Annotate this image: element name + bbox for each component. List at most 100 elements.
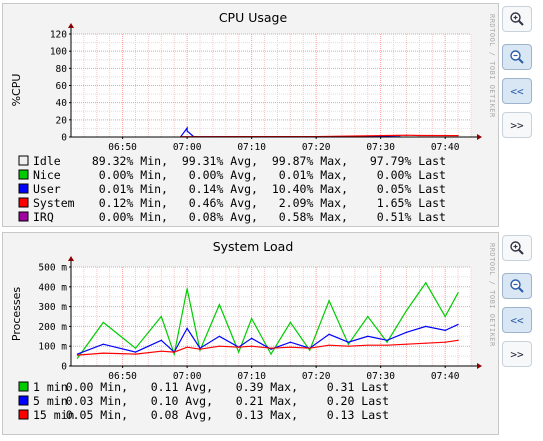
data-point [405, 331, 408, 333]
x-tick-label: 07:30 [366, 142, 395, 153]
legend-value: 0.58% Max, [279, 210, 348, 224]
legend-label: Nice [33, 168, 61, 182]
data-point [102, 343, 104, 345]
data-point [134, 353, 137, 355]
data-point [270, 347, 272, 349]
shift-forward-icon: >> [510, 347, 524, 361]
x-tick-label: 07:30 [366, 371, 395, 382]
y-tick-label: 20 [56, 115, 68, 126]
y-tick-label: 500 m [38, 263, 67, 274]
y-tick-label: 300 m [38, 302, 67, 313]
legend-value: 0.00% Avg, [189, 168, 258, 182]
legend-swatch [18, 155, 29, 166]
legend-value: 99.87% Max, [272, 154, 348, 168]
shift-back-icon: << [510, 313, 524, 327]
data-point [444, 315, 446, 318]
legend-value: 0.46% Avg, [189, 196, 258, 210]
legend: Idle 89.32% Min, 99.31% Avg, 99.87% Max, 97.… [18, 154, 446, 224]
y-tick-label: 0 [61, 133, 67, 144]
y-tick-label: 120 [50, 30, 67, 41]
data-point [289, 346, 291, 348]
legend-value: 0.01% Max, [279, 168, 348, 182]
zoom-in-icon [510, 12, 524, 26]
zoom-in-button[interactable] [502, 6, 532, 32]
data-point [418, 134, 420, 137]
data-point [186, 130, 188, 132]
data-point [270, 348, 272, 350]
legend-label: 5 min [33, 394, 68, 408]
data-point [347, 343, 350, 345]
data-point [186, 327, 188, 329]
legend-value: 97.79% Last [370, 154, 446, 168]
legend-value: 0.13 Max, [236, 408, 298, 422]
legend-label: System [33, 196, 75, 210]
x-tick-label: 06:50 [108, 371, 137, 382]
legend-value: 10.40% Max, [272, 182, 348, 196]
rrdtool-watermark: RRDTOOL / TOBI OETIKER [488, 243, 496, 347]
shift-back-button[interactable]: << [502, 78, 532, 104]
data-point [160, 315, 162, 318]
data-point [289, 341, 291, 343]
legend-value: 0.08% Avg, [189, 210, 258, 224]
legend-swatch [18, 381, 29, 392]
y-axis-label: %CPU [10, 74, 23, 107]
y-tick-label: 200 m [38, 322, 67, 333]
cpu-usage-panel: CPU Usage %CPU RRDTOOL / TOBI OETIKER 0 2… [2, 3, 499, 227]
legend-value: 0.00 Min, [66, 380, 128, 394]
data-point [425, 325, 427, 327]
y-axis-arrow [68, 256, 74, 261]
system-load-chart: System Load Processes RRDTOOL / TOBI OET… [10, 239, 496, 422]
x-tick-label: 07:10 [237, 142, 266, 153]
chart-title: CPU Usage [219, 10, 288, 25]
shift-forward-button[interactable]: >> [502, 112, 532, 138]
x-tick-label: 07:40 [431, 371, 460, 382]
data-point [289, 321, 291, 324]
y-tick-label: 400 m [38, 282, 67, 293]
data-point [186, 288, 188, 290]
data-point [238, 346, 240, 348]
chart-title: System Load [213, 239, 294, 254]
shift-forward-icon: >> [510, 118, 524, 132]
data-point [309, 347, 311, 349]
data-point [218, 335, 220, 337]
legend-value: 0.21 Max, [236, 394, 298, 408]
legend-value: 99.31% Avg, [182, 154, 258, 168]
x-axis-arrow [477, 363, 482, 369]
data-point [328, 333, 330, 335]
data-point [367, 315, 369, 318]
data-point [76, 353, 79, 355]
legend-value: 1.65% Last [377, 196, 446, 210]
zoom-in-button[interactable] [502, 235, 532, 261]
data-point [425, 282, 427, 284]
legend-swatch [18, 183, 29, 194]
legend-value: 0.39 Max, [236, 380, 298, 394]
shift-back-icon: << [510, 84, 524, 98]
data-point [425, 342, 427, 344]
legend-value: 0.13 Last [327, 408, 389, 422]
y-tick-label: 100 m [38, 342, 67, 353]
shift-forward-button[interactable]: >> [502, 341, 532, 367]
legend-label: 1 min [33, 380, 68, 394]
legend-value: 0.14% Avg, [189, 182, 258, 196]
zoom-out-button[interactable] [502, 44, 532, 70]
data-point [102, 321, 104, 324]
data-point [160, 350, 162, 352]
data-point [270, 353, 272, 355]
data-point [251, 345, 253, 347]
data-point [405, 134, 408, 136]
data-point [347, 345, 350, 347]
data-point [238, 351, 240, 353]
y-tick-label: 0 [61, 362, 67, 373]
data-point [251, 317, 253, 320]
legend-label: User [33, 182, 61, 196]
data-point [347, 341, 350, 343]
y-tick-label: 60 [56, 81, 68, 92]
zoom-out-button[interactable] [502, 273, 532, 299]
data-point [367, 335, 369, 337]
legend-value: 0.11 Avg, [151, 380, 213, 394]
shift-back-button[interactable]: << [502, 307, 532, 333]
y-tick-label: 40 [56, 98, 68, 109]
x-tick-label: 07:40 [431, 142, 460, 153]
data-point [457, 339, 459, 341]
